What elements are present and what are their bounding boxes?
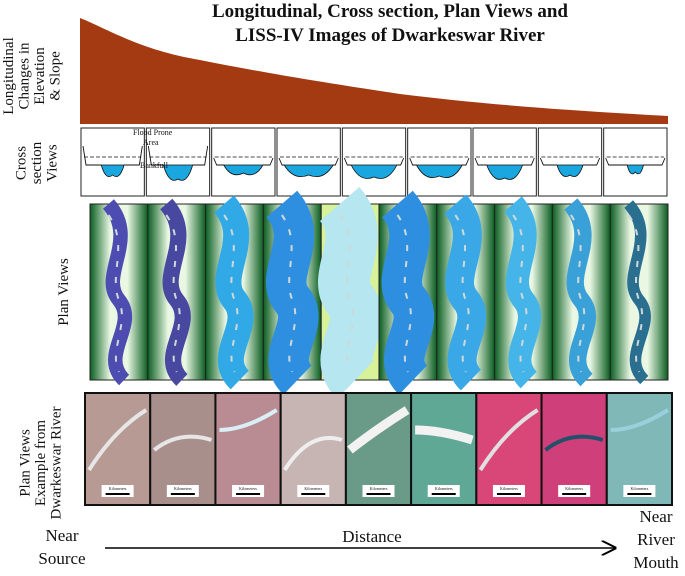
scale-label: Kilometers — [239, 486, 257, 491]
river — [624, 200, 651, 385]
row-label: section — [29, 141, 45, 184]
scale-bar — [170, 493, 195, 495]
river — [102, 199, 133, 386]
image-river — [544, 434, 604, 452]
scale-label: Kilometers — [565, 486, 583, 491]
title-line: Longitudinal, Cross section, Plan Views … — [212, 1, 568, 22]
axis-end: Mouth — [633, 553, 679, 572]
scale-label: Kilometers — [174, 486, 192, 491]
row-label: Views — [45, 144, 61, 182]
scale-label: Kilometers — [630, 486, 648, 491]
cross-section-box — [80, 127, 145, 197]
scale-label: Kilometers — [500, 486, 518, 491]
ground — [474, 157, 535, 166]
cross-section-box — [145, 127, 211, 197]
ground — [278, 157, 339, 166]
ground — [147, 145, 209, 166]
channel-water — [486, 164, 524, 180]
river — [213, 195, 254, 390]
channel-water — [223, 164, 264, 176]
channel-water — [350, 164, 398, 179]
channel-water — [415, 164, 463, 178]
ground — [539, 157, 601, 166]
cross-section-box — [603, 127, 668, 197]
scale-bar — [366, 493, 391, 495]
scale-bar — [496, 493, 521, 495]
scale-bar — [236, 493, 261, 495]
channel-water — [283, 164, 334, 178]
cross-section-box — [537, 127, 603, 197]
annotation: Area — [143, 138, 159, 147]
scale-bar — [562, 493, 587, 495]
image-river — [219, 408, 278, 432]
image-river — [478, 408, 539, 472]
ground — [213, 157, 274, 166]
row-label: Dwarkeswar River — [49, 407, 65, 520]
cross-section-box — [211, 127, 276, 197]
image-river — [610, 408, 670, 432]
channel-water — [100, 164, 125, 178]
title-line: LISS-IV Images of Dwarkeswar River — [235, 25, 545, 46]
annotation: Flood Prone — [133, 128, 173, 137]
channel-water — [162, 164, 194, 181]
ground — [82, 145, 143, 166]
row-label: Changes in — [16, 42, 32, 110]
image-river — [152, 434, 213, 452]
row-label: Plan Views — [18, 429, 34, 497]
cross-section-box — [472, 127, 537, 197]
scale-label: Kilometers — [370, 486, 388, 491]
cross-section-box — [276, 127, 341, 197]
scale-label: Kilometers — [109, 486, 127, 491]
elevation-profile — [80, 18, 668, 124]
row-label: Plan Views — [56, 258, 72, 326]
row-label: Cross — [14, 146, 30, 180]
scale-bar — [105, 493, 130, 495]
image-river — [87, 408, 148, 472]
row-label: Longitudinal — [1, 37, 17, 115]
cross-section-box — [407, 127, 472, 197]
channel-water — [626, 164, 645, 175]
annotation: Bankfull — [140, 161, 169, 170]
axis-end: Near — [639, 507, 672, 526]
axis-middle: Distance — [342, 527, 401, 546]
axis-start: Near — [45, 526, 78, 545]
ground — [605, 157, 666, 166]
river — [159, 198, 191, 386]
ground — [409, 157, 470, 166]
river — [265, 190, 319, 395]
river — [318, 186, 383, 399]
scale-bar — [431, 493, 456, 495]
cross-section-box — [341, 127, 407, 197]
river — [443, 194, 487, 391]
image-river — [282, 436, 343, 472]
river — [563, 198, 596, 387]
ground — [343, 157, 405, 166]
river — [381, 190, 435, 395]
axis-end: River — [637, 530, 675, 549]
row-label: Elevation — [32, 47, 48, 105]
row-label: & Slope — [47, 51, 63, 101]
scale-label: Kilometers — [435, 486, 453, 491]
image-river — [415, 425, 474, 445]
axis-start: Source — [38, 549, 85, 568]
scale-bar — [301, 493, 326, 495]
river — [503, 196, 541, 389]
scale-label: Kilometers — [304, 486, 322, 491]
scale-bar — [627, 493, 652, 495]
row-label: Example from — [33, 420, 49, 507]
image-river — [347, 406, 410, 454]
channel-water — [556, 164, 584, 178]
